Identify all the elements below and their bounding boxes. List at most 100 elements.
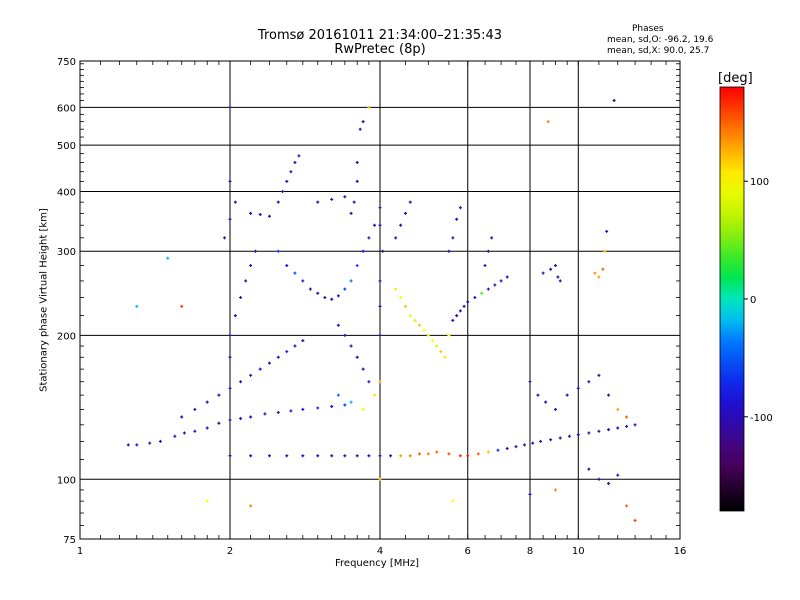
data-point — [249, 264, 253, 268]
data-point — [597, 275, 601, 279]
data-point — [539, 439, 543, 443]
data-point — [343, 403, 347, 407]
data-point — [505, 446, 509, 450]
data-point — [293, 160, 297, 164]
y-axis-label: Stationary phase Virtual Height [km] — [38, 208, 50, 392]
data-point — [148, 441, 152, 445]
data-point — [394, 236, 398, 240]
data-point — [435, 344, 439, 348]
data-point — [389, 454, 393, 458]
data-point — [528, 492, 532, 496]
data-point — [276, 355, 280, 359]
data-point — [249, 504, 253, 508]
data-point — [451, 236, 455, 240]
data-point — [593, 271, 597, 275]
data-point — [249, 454, 253, 458]
data-point — [455, 314, 459, 318]
data-point — [633, 423, 637, 427]
data-point — [447, 333, 451, 337]
data-point — [267, 454, 271, 458]
data-point — [381, 249, 385, 253]
data-point — [447, 249, 451, 253]
data-point — [431, 339, 435, 343]
data-point — [336, 294, 340, 298]
data-point — [587, 431, 591, 435]
data-point — [514, 445, 518, 449]
data-point — [483, 264, 487, 268]
phases-o-stats: mean, sd,O: -96.2, 19.6 — [607, 35, 714, 45]
data-point — [182, 431, 186, 435]
data-point — [505, 275, 509, 279]
data-point — [394, 287, 398, 291]
x-tick-label: 16 — [674, 546, 687, 557]
data-point — [135, 304, 139, 308]
data-point — [408, 200, 412, 204]
data-point — [597, 373, 601, 377]
colorbar-tick-label: 100 — [750, 177, 769, 188]
data-point — [336, 323, 340, 327]
y-tick-label: 600 — [57, 103, 76, 114]
data-point — [349, 211, 353, 215]
data-point — [408, 314, 412, 318]
data-point — [399, 454, 403, 458]
data-point — [616, 426, 620, 430]
data-point — [285, 264, 289, 268]
data-point — [466, 300, 470, 304]
data-point — [625, 424, 629, 428]
data-point — [607, 481, 611, 485]
data-point — [458, 454, 462, 458]
data-point — [439, 350, 443, 354]
data-point — [413, 318, 417, 322]
data-point — [281, 189, 285, 193]
data-point — [399, 223, 403, 227]
x-axis-label: Frequency [MHz] — [335, 558, 420, 569]
y-tick-label: 500 — [57, 141, 76, 152]
data-point — [233, 200, 237, 204]
data-point — [166, 256, 170, 260]
data-point — [443, 355, 447, 359]
y-tick-label: 400 — [57, 187, 76, 198]
data-point — [455, 217, 459, 221]
y-tick-label: 750 — [57, 57, 76, 68]
data-point — [422, 328, 426, 332]
data-point — [301, 407, 305, 411]
data-point — [597, 477, 601, 481]
data-point — [612, 99, 616, 103]
data-point — [458, 206, 462, 210]
data-point — [316, 291, 320, 295]
data-point — [293, 344, 297, 348]
data-point — [367, 105, 371, 109]
x-tick-label: 4 — [377, 546, 383, 557]
data-point — [576, 433, 580, 437]
data-point — [285, 350, 289, 354]
data-point — [496, 448, 500, 452]
data-point — [293, 271, 297, 275]
data-point — [217, 421, 221, 425]
data-point — [249, 373, 253, 377]
colorbar-label: [deg] — [718, 71, 753, 86]
data-point — [367, 236, 371, 240]
data-point — [126, 443, 130, 447]
data-point — [316, 454, 320, 458]
data-point — [193, 429, 197, 433]
data-point — [343, 454, 347, 458]
data-point — [378, 380, 382, 384]
data-point — [239, 380, 243, 384]
data-point — [458, 309, 462, 313]
data-point — [289, 170, 293, 174]
x-tick-label: 2 — [227, 546, 233, 557]
data-point — [426, 333, 430, 337]
data-point — [447, 452, 451, 456]
data-point — [228, 418, 232, 422]
data-point — [228, 333, 232, 337]
data-point — [558, 436, 562, 440]
data-point — [597, 429, 601, 433]
data-point — [263, 412, 267, 416]
data-point — [285, 454, 289, 458]
y-tick-label: 75 — [63, 535, 76, 546]
data-point — [267, 214, 271, 218]
data-point — [276, 410, 280, 414]
data-point — [289, 409, 293, 413]
y-tick-label: 200 — [57, 331, 76, 342]
data-point — [378, 223, 382, 227]
